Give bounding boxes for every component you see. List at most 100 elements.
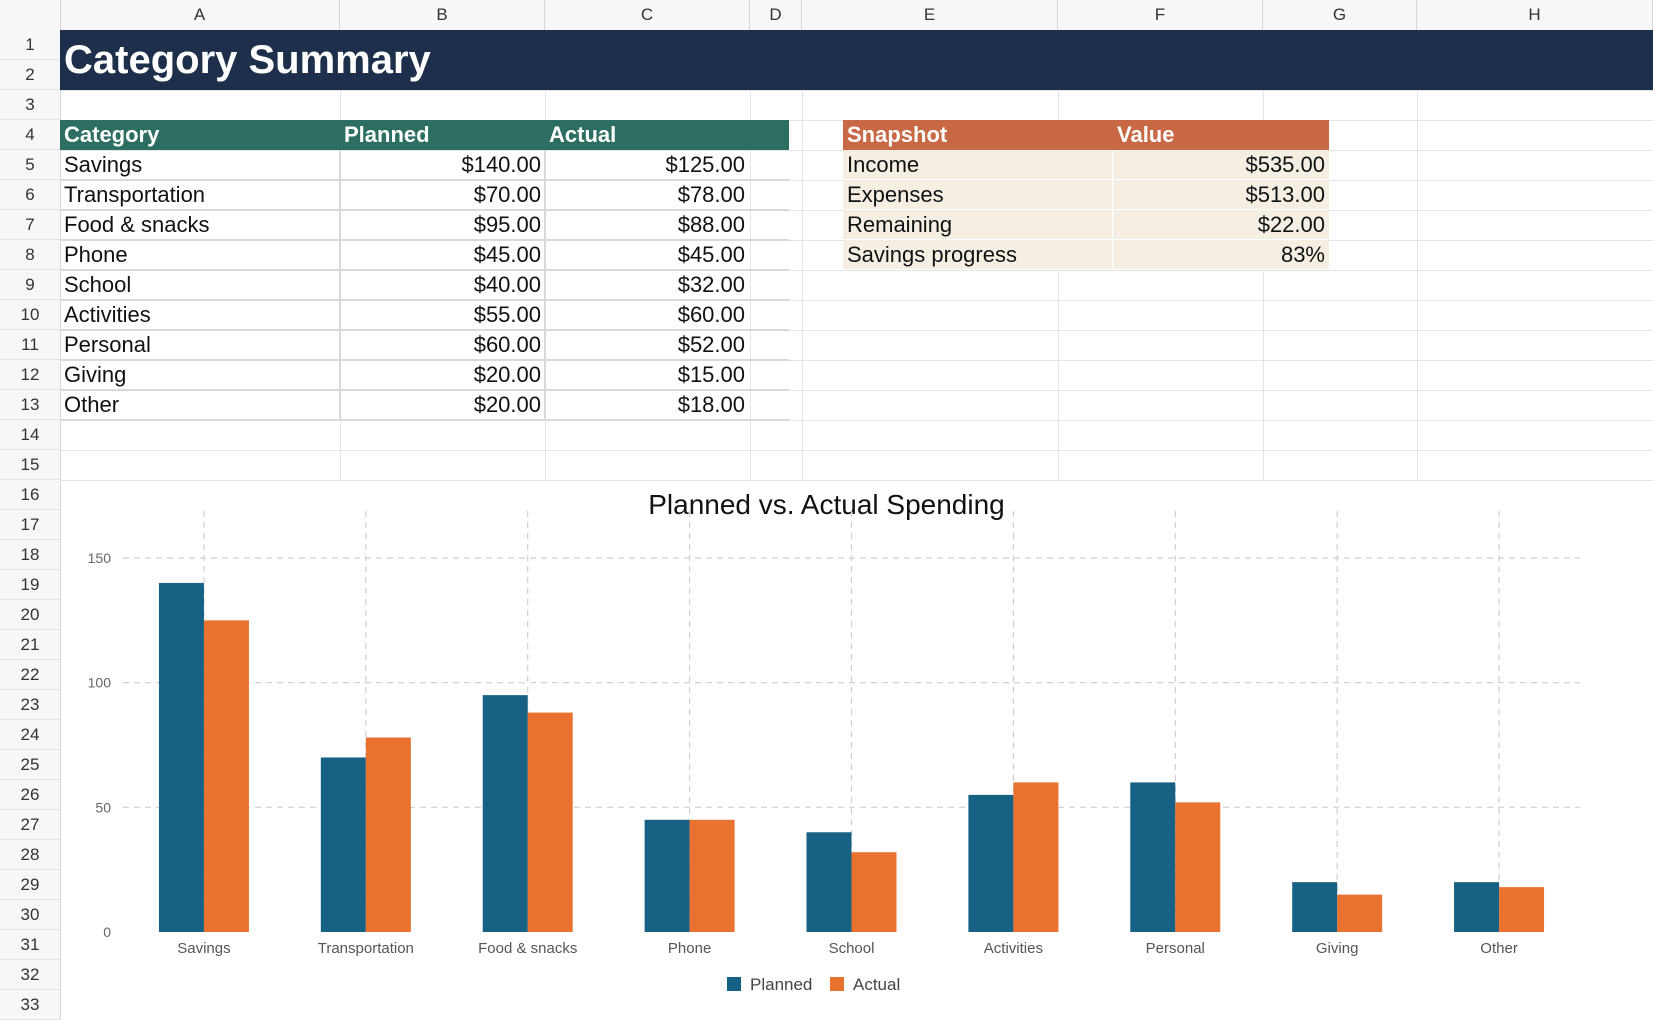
category-cell[interactable]: Activities (64, 302, 151, 327)
column-header-h[interactable]: H (1417, 0, 1653, 30)
bar-actual[interactable] (527, 712, 573, 932)
actual-cell[interactable]: $125.00 (665, 152, 745, 177)
category-cell[interactable]: School (64, 272, 132, 297)
snapshot-label-cell[interactable]: Expenses (847, 182, 944, 207)
bar-actual[interactable] (689, 819, 735, 932)
legend-label-planned[interactable]: Planned (750, 975, 812, 994)
snapshot-label-cell[interactable]: Savings progress (847, 242, 1017, 267)
column-header-b[interactable]: B (340, 0, 545, 30)
category-cell[interactable]: Personal (64, 332, 151, 357)
row-header-6[interactable]: 6 (0, 180, 60, 210)
bar-planned[interactable] (1454, 882, 1500, 932)
actual-cell[interactable]: $60.00 (677, 302, 745, 327)
actual-cell[interactable]: $52.00 (677, 332, 745, 357)
row-header-32[interactable]: 32 (0, 960, 60, 990)
actual-cell[interactable]: $45.00 (677, 242, 745, 267)
row-header-3[interactable]: 3 (0, 90, 60, 120)
snapshot-value-cell[interactable]: $513.00 (1245, 182, 1325, 207)
row-header-22[interactable]: 22 (0, 660, 60, 690)
row-header-21[interactable]: 21 (0, 630, 60, 660)
bar-planned[interactable] (1130, 782, 1176, 932)
header-planned[interactable]: Planned (340, 120, 545, 150)
row-header-17[interactable]: 17 (0, 510, 60, 540)
legend-label-actual[interactable]: Actual (853, 975, 900, 994)
category-cell[interactable]: Savings (64, 152, 143, 177)
category-cell[interactable]: Transportation (64, 182, 206, 207)
row-header-24[interactable]: 24 (0, 720, 60, 750)
planned-cell[interactable]: $70.00 (473, 182, 541, 207)
planned-cell[interactable]: $20.00 (473, 392, 541, 417)
row-header-1[interactable]: 1 (0, 30, 60, 60)
bar-actual[interactable] (1013, 782, 1059, 932)
snapshot-value-cell[interactable]: $535.00 (1245, 152, 1325, 177)
bar-planned[interactable] (158, 582, 204, 932)
bar-actual[interactable] (365, 737, 411, 932)
actual-cell[interactable]: $15.00 (677, 362, 745, 387)
snapshot-value-cell[interactable]: $22.00 (1257, 212, 1325, 237)
category-cell[interactable]: Food & snacks (64, 212, 210, 237)
column-header-f[interactable]: F (1058, 0, 1263, 30)
planned-cell[interactable]: $95.00 (473, 212, 541, 237)
category-cell[interactable]: Giving (64, 362, 127, 387)
row-header-11[interactable]: 11 (0, 330, 60, 360)
planned-cell[interactable]: $60.00 (473, 332, 541, 357)
row-header-5[interactable]: 5 (0, 150, 60, 180)
planned-cell[interactable]: $20.00 (473, 362, 541, 387)
row-header-25[interactable]: 25 (0, 750, 60, 780)
row-header-12[interactable]: 12 (0, 360, 60, 390)
snapshot-label-cell[interactable]: Income (847, 152, 920, 177)
row-header-18[interactable]: 18 (0, 540, 60, 570)
bar-planned[interactable] (320, 757, 366, 932)
bar-chart[interactable]: Planned vs. Actual Spending 0 50 100 150 Savi… (61, 481, 1592, 1007)
row-header-20[interactable]: 20 (0, 600, 60, 630)
header-category[interactable]: Category (60, 120, 340, 150)
column-header-d[interactable]: D (750, 0, 802, 30)
bar-actual[interactable] (1175, 802, 1221, 932)
bar-actual[interactable] (1337, 894, 1383, 932)
bar-planned[interactable] (968, 794, 1014, 932)
header-value[interactable]: Value (1113, 120, 1329, 150)
row-header-13[interactable]: 13 (0, 390, 60, 420)
column-header-c[interactable]: C (545, 0, 750, 30)
row-header-23[interactable]: 23 (0, 690, 60, 720)
row-header-26[interactable]: 26 (0, 780, 60, 810)
row-header-2[interactable]: 2 (0, 60, 60, 90)
column-header-a[interactable]: A (60, 0, 340, 30)
snapshot-value-cell[interactable]: 83% (1280, 242, 1325, 267)
row-header-16[interactable]: 16 (0, 480, 60, 510)
bar-planned[interactable] (482, 695, 528, 932)
row-header-10[interactable]: 10 (0, 300, 60, 330)
bar-planned[interactable] (1292, 882, 1338, 932)
row-header-31[interactable]: 31 (0, 930, 60, 960)
row-header-8[interactable]: 8 (0, 240, 60, 270)
row-header-7[interactable]: 7 (0, 210, 60, 240)
planned-cell[interactable]: $40.00 (473, 272, 541, 297)
planned-cell[interactable]: $45.00 (473, 242, 541, 267)
actual-cell[interactable]: $88.00 (677, 212, 745, 237)
column-header-g[interactable]: G (1263, 0, 1417, 30)
actual-cell[interactable]: $78.00 (677, 182, 745, 207)
bar-planned[interactable] (806, 832, 852, 932)
row-header-19[interactable]: 19 (0, 570, 60, 600)
snapshot-label-cell[interactable]: Remaining (847, 212, 953, 237)
row-header-15[interactable]: 15 (0, 450, 60, 480)
bar-actual[interactable] (1499, 887, 1545, 932)
row-header-14[interactable]: 14 (0, 420, 60, 450)
bar-planned[interactable] (644, 819, 690, 932)
planned-cell[interactable]: $140.00 (461, 152, 541, 177)
planned-cell[interactable]: $55.00 (473, 302, 541, 327)
bar-actual[interactable] (851, 852, 897, 932)
row-header-28[interactable]: 28 (0, 840, 60, 870)
category-cell[interactable]: Phone (64, 242, 128, 267)
column-header-e[interactable]: E (802, 0, 1058, 30)
actual-cell[interactable]: $18.00 (677, 392, 745, 417)
row-header-30[interactable]: 30 (0, 900, 60, 930)
row-header-29[interactable]: 29 (0, 870, 60, 900)
actual-cell[interactable]: $32.00 (677, 272, 745, 297)
category-cell[interactable]: Other (64, 392, 120, 417)
row-header-27[interactable]: 27 (0, 810, 60, 840)
header-snapshot[interactable]: Snapshot (843, 120, 1113, 150)
sheet-title[interactable]: Category Summary (64, 38, 431, 82)
row-header-9[interactable]: 9 (0, 270, 60, 300)
header-actual[interactable]: Actual (545, 120, 789, 150)
